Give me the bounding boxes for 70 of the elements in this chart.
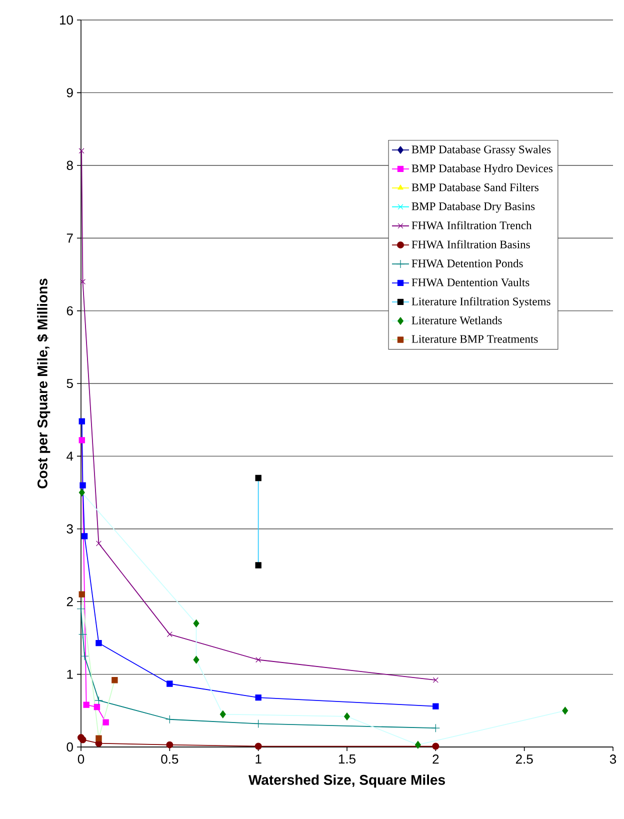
- point: [78, 488, 85, 496]
- point: [81, 533, 88, 540]
- x-tick-label: 3: [610, 754, 616, 764]
- x-tick-label: 0: [78, 754, 84, 764]
- y-tick-label: 1: [67, 670, 73, 679]
- y-tick-label: 4: [66, 452, 74, 461]
- point: [83, 702, 90, 708]
- y-tick-label: 6: [66, 306, 73, 316]
- point: [431, 724, 440, 732]
- point: [256, 656, 262, 663]
- point: [166, 741, 174, 748]
- point: [112, 677, 118, 684]
- y-tick-label: 9: [66, 88, 73, 98]
- y-tick-label: 8: [66, 160, 73, 170]
- legend-label: FHWA Detention Ponds: [412, 259, 523, 268]
- point: [96, 640, 102, 646]
- x-tick-label: 2: [432, 754, 439, 764]
- point: [432, 742, 440, 750]
- legend-label: FHWA Infiltration Trench: [412, 221, 532, 230]
- point: [94, 704, 100, 710]
- point: [254, 742, 262, 750]
- point: [166, 632, 172, 638]
- x-tick-label: 1: [256, 754, 262, 764]
- point: [220, 710, 226, 718]
- point: [193, 620, 200, 628]
- legend-label: BMP Database Hydro Devices: [412, 164, 553, 175]
- y-tick-label: 5: [66, 378, 73, 388]
- y-tick-label: 2: [66, 597, 73, 606]
- point: [344, 712, 350, 720]
- legend-label: Literature BMP Treatments: [412, 335, 538, 343]
- y-tick-label: 3: [66, 524, 73, 534]
- point: [76, 604, 86, 614]
- point: [166, 680, 173, 687]
- x-tick-label: 2.5: [516, 754, 533, 764]
- legend-label: FHWA Dentention Vaults: [412, 278, 530, 286]
- point: [78, 418, 85, 424]
- point: [255, 694, 262, 701]
- point: [255, 562, 262, 568]
- point: [432, 703, 439, 710]
- point: [78, 148, 84, 154]
- point: [80, 278, 86, 284]
- legend-label: Literature Infiltration Systems: [412, 297, 550, 308]
- y-tick-label: 7: [66, 234, 73, 243]
- point: [193, 656, 200, 664]
- point: [80, 482, 86, 488]
- legend-label: BMP Database Grassy Swales: [412, 145, 551, 156]
- point: [254, 719, 263, 728]
- y-tick-label: 0: [66, 742, 73, 752]
- point: [78, 437, 85, 444]
- legend-label: Literature Wetlands: [412, 316, 502, 324]
- x-tick-label: 1.5: [338, 754, 356, 764]
- point: [414, 740, 421, 749]
- legend-label: BMP Database Dry Basins: [412, 202, 535, 213]
- point: [255, 474, 262, 482]
- x-axis-title: Watershed Size, Square Miles: [248, 774, 445, 788]
- point: [562, 706, 568, 715]
- x-tick-label: 0.5: [161, 754, 178, 764]
- point: [96, 735, 102, 742]
- y-tick-label: 10: [60, 15, 73, 25]
- point: [80, 652, 89, 660]
- point: [432, 677, 438, 683]
- point: [165, 715, 174, 724]
- y-axis-title: Cost per Square Mile, $ Millions: [36, 278, 50, 488]
- legend-label: BMP Database Sand Filters: [412, 183, 538, 192]
- point: [78, 591, 85, 598]
- point: [78, 630, 88, 639]
- point: [96, 540, 102, 546]
- point: [94, 696, 104, 705]
- point: [102, 719, 109, 726]
- legend-label: FHWA Infiltration Basins: [412, 240, 530, 248]
